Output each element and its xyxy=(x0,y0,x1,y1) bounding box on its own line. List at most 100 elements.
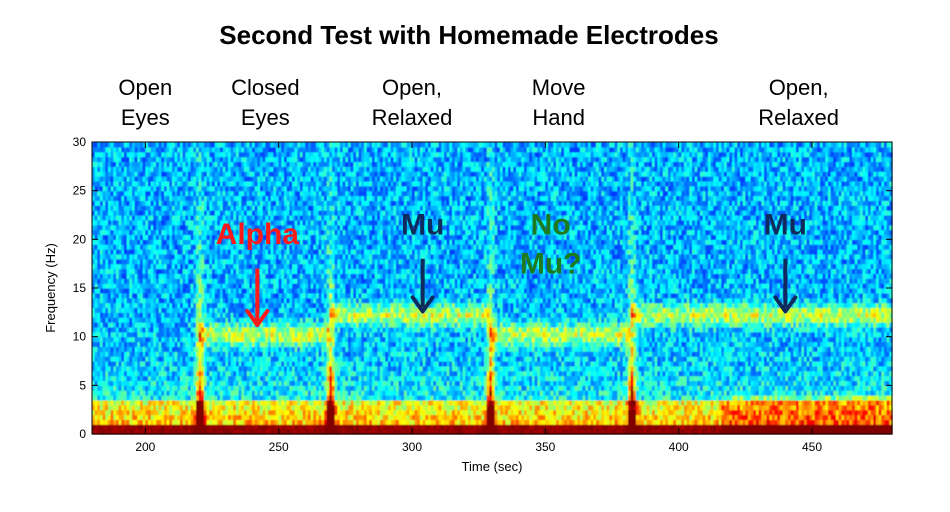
heatmap-cell xyxy=(222,409,226,416)
heatmap-cell xyxy=(260,331,264,338)
heatmap-cell xyxy=(185,326,189,333)
heatmap-cell xyxy=(265,409,269,416)
heatmap-cell xyxy=(228,326,232,333)
heatmap-cell xyxy=(113,351,117,357)
heatmap-cell xyxy=(244,253,248,260)
heatmap-cell xyxy=(100,331,104,338)
heatmap-cell xyxy=(126,278,130,284)
heatmap-cell xyxy=(278,346,282,352)
heatmap-cell xyxy=(137,249,141,255)
heatmap-cell xyxy=(206,180,210,187)
heatmap-cell xyxy=(289,326,293,333)
heatmap-cell xyxy=(145,409,149,416)
heatmap-cell xyxy=(294,283,298,289)
heatmap-cell xyxy=(118,322,122,328)
heatmap-cell xyxy=(276,419,280,425)
heatmap-cell xyxy=(134,297,138,304)
heatmap-cell xyxy=(225,200,229,206)
heatmap-cell xyxy=(230,302,234,309)
heatmap-cell xyxy=(126,346,130,352)
heatmap-cell xyxy=(273,229,277,236)
heatmap-cell xyxy=(222,356,226,362)
heatmap-cell xyxy=(305,380,309,386)
heatmap-cell xyxy=(182,399,186,406)
heatmap-cell xyxy=(257,146,261,153)
heatmap-cell xyxy=(236,409,240,416)
heatmap-cell xyxy=(238,351,242,357)
heatmap-cell xyxy=(289,419,293,425)
heatmap-cell xyxy=(302,312,306,318)
heatmap-cell xyxy=(246,224,250,231)
heatmap-cell xyxy=(142,283,146,289)
heatmap-cell xyxy=(294,326,298,333)
heatmap-cell xyxy=(193,404,197,411)
heatmap-cell xyxy=(273,239,277,245)
heatmap-cell xyxy=(148,253,152,260)
heatmap-cell xyxy=(276,278,280,284)
heatmap-cell xyxy=(308,215,312,221)
heatmap-cell xyxy=(137,375,141,382)
heatmap-cell xyxy=(172,176,176,182)
heatmap-cell xyxy=(284,142,288,148)
heatmap-cell xyxy=(142,171,146,177)
heatmap-cell xyxy=(100,419,104,425)
heatmap-cell xyxy=(153,336,157,343)
heatmap-cell xyxy=(110,326,114,333)
heatmap-cell xyxy=(281,356,285,362)
heatmap-cell xyxy=(201,229,205,236)
heatmap-cell xyxy=(134,224,138,231)
heatmap-cell xyxy=(153,224,157,231)
heatmap-cell xyxy=(148,288,152,294)
heatmap-cell xyxy=(233,399,237,406)
heatmap-cell xyxy=(300,180,304,187)
heatmap-cell xyxy=(97,370,101,377)
heatmap-cell xyxy=(286,312,290,318)
heatmap-cell xyxy=(201,171,205,177)
heatmap-cell xyxy=(153,195,157,201)
heatmap-cell xyxy=(108,156,112,163)
heatmap-cell xyxy=(185,424,189,430)
heatmap-cell xyxy=(281,239,285,245)
heatmap-cell xyxy=(262,365,266,372)
heatmap-cell xyxy=(265,283,269,289)
heatmap-cell xyxy=(297,253,301,260)
heatmap-cell xyxy=(268,297,272,304)
heatmap-cell xyxy=(230,390,234,396)
heatmap-cell xyxy=(102,365,106,372)
heatmap-cell xyxy=(150,380,154,386)
heatmap-cell xyxy=(244,215,248,221)
heatmap-cell xyxy=(230,326,234,333)
heatmap-cell xyxy=(129,297,133,304)
heatmap-cell xyxy=(102,195,106,201)
heatmap-cell xyxy=(244,385,248,391)
condition-label-line: Eyes xyxy=(240,105,290,130)
heatmap-cell xyxy=(222,268,226,274)
heatmap-cell xyxy=(286,404,290,411)
heatmap-cell xyxy=(161,249,165,255)
heatmap-cell xyxy=(164,341,168,347)
heatmap-cell xyxy=(110,356,114,362)
heatmap-cell xyxy=(284,151,288,158)
heatmap-cell xyxy=(100,395,104,401)
heatmap-cell xyxy=(265,292,269,299)
heatmap-cell xyxy=(166,399,170,406)
heatmap-cell xyxy=(116,176,120,182)
heatmap-cell xyxy=(286,161,290,167)
heatmap-cell xyxy=(177,244,181,250)
heatmap-cell xyxy=(174,395,178,401)
heatmap-cell xyxy=(158,195,162,201)
heatmap-cell xyxy=(164,268,168,274)
heatmap-cell xyxy=(180,215,184,221)
heatmap-cell xyxy=(212,429,216,435)
heatmap-cell xyxy=(108,404,112,411)
heatmap-cell xyxy=(124,142,128,148)
heatmap-cell xyxy=(124,190,128,197)
heatmap-cell xyxy=(300,249,304,255)
heatmap-cell xyxy=(182,234,186,240)
heatmap-cell xyxy=(238,370,242,377)
heatmap-cell xyxy=(281,288,285,294)
heatmap-cell xyxy=(108,370,112,377)
heatmap-cell xyxy=(217,370,221,377)
heatmap-cell xyxy=(246,244,250,250)
heatmap-cell xyxy=(97,156,101,163)
